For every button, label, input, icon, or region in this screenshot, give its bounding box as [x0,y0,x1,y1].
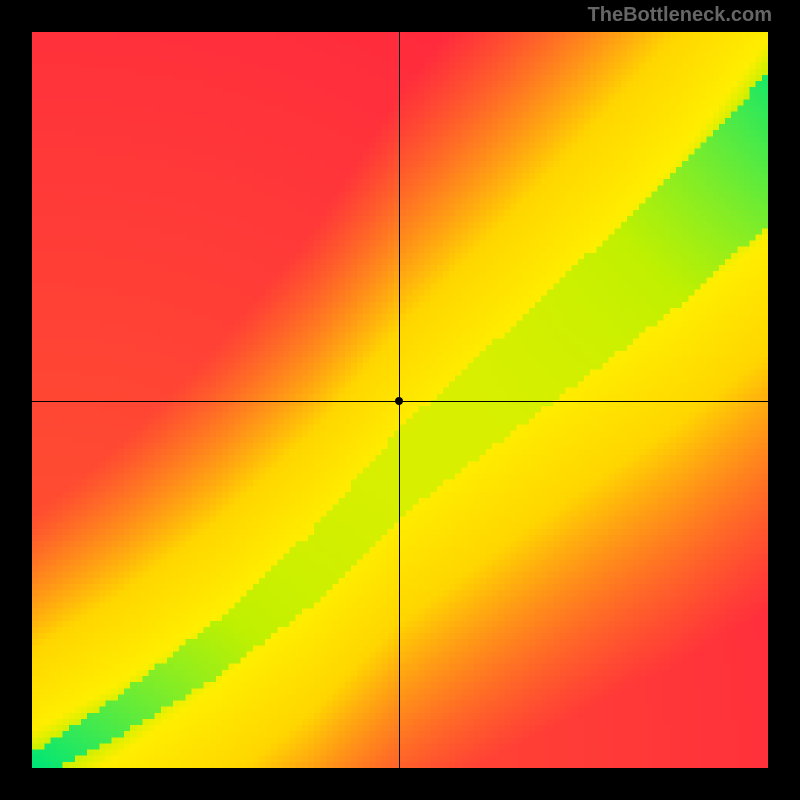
heatmap-plot-area [32,32,768,768]
watermark-text: TheBottleneck.com [588,4,772,27]
crosshair-dot [395,397,403,405]
